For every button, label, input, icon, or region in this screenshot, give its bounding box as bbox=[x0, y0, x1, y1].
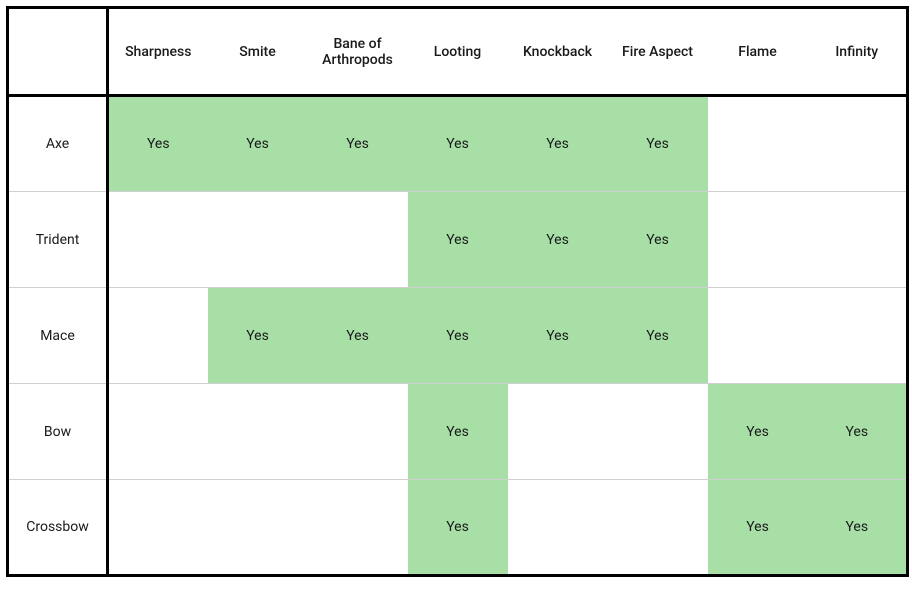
table-cell: Yes bbox=[208, 288, 308, 384]
table-cell: Yes bbox=[808, 480, 908, 576]
table-cell bbox=[808, 288, 908, 384]
table-cell bbox=[208, 384, 308, 480]
table-cell bbox=[708, 192, 808, 288]
row-header: Mace bbox=[8, 288, 108, 384]
table-cell bbox=[508, 384, 608, 480]
table-cell: Yes bbox=[608, 96, 708, 192]
table-row: TridentYesYesYes bbox=[8, 192, 908, 288]
table-cell bbox=[808, 96, 908, 192]
table-cell: Yes bbox=[708, 480, 808, 576]
table-cell: Yes bbox=[508, 192, 608, 288]
table-cell bbox=[308, 384, 408, 480]
table-cell bbox=[808, 192, 908, 288]
table-cell: Yes bbox=[308, 288, 408, 384]
column-header: Bane of Arthropods bbox=[308, 8, 408, 96]
table-cell: Yes bbox=[608, 192, 708, 288]
column-header: Sharpness bbox=[108, 8, 208, 96]
table-cell: Yes bbox=[408, 96, 508, 192]
row-header: Trident bbox=[8, 192, 108, 288]
table-row: AxeYesYesYesYesYesYes bbox=[8, 96, 908, 192]
compatibility-table: SharpnessSmiteBane of ArthropodsLootingK… bbox=[6, 6, 909, 577]
table-cell bbox=[508, 480, 608, 576]
column-header: Smite bbox=[208, 8, 308, 96]
row-header: Bow bbox=[8, 384, 108, 480]
table-corner-cell bbox=[8, 8, 108, 96]
table-header-row: SharpnessSmiteBane of ArthropodsLootingK… bbox=[8, 8, 908, 96]
table-cell: Yes bbox=[308, 96, 408, 192]
table-cell bbox=[608, 384, 708, 480]
table-cell bbox=[308, 480, 408, 576]
column-header: Flame bbox=[708, 8, 808, 96]
table-cell bbox=[208, 192, 308, 288]
row-header: Crossbow bbox=[8, 480, 108, 576]
table-cell: Yes bbox=[508, 96, 608, 192]
table-cell bbox=[108, 384, 208, 480]
table-cell bbox=[708, 96, 808, 192]
table-row: MaceYesYesYesYesYes bbox=[8, 288, 908, 384]
table-cell: Yes bbox=[408, 480, 508, 576]
column-header: Infinity bbox=[808, 8, 908, 96]
column-header: Looting bbox=[408, 8, 508, 96]
row-header: Axe bbox=[8, 96, 108, 192]
table-cell: Yes bbox=[408, 192, 508, 288]
table-row: CrossbowYesYesYes bbox=[8, 480, 908, 576]
column-header: Fire Aspect bbox=[608, 8, 708, 96]
column-header: Knockback bbox=[508, 8, 608, 96]
table-cell: Yes bbox=[608, 288, 708, 384]
table-cell: Yes bbox=[508, 288, 608, 384]
table-cell: Yes bbox=[708, 384, 808, 480]
table-cell: Yes bbox=[208, 96, 308, 192]
table-cell bbox=[208, 480, 308, 576]
table-cell: Yes bbox=[408, 384, 508, 480]
table-cell bbox=[108, 480, 208, 576]
table-cell: Yes bbox=[808, 384, 908, 480]
table-row: BowYesYesYes bbox=[8, 384, 908, 480]
table-cell: Yes bbox=[408, 288, 508, 384]
table-cell bbox=[308, 192, 408, 288]
table-cell bbox=[608, 480, 708, 576]
table-cell bbox=[708, 288, 808, 384]
table-cell bbox=[108, 192, 208, 288]
table-cell: Yes bbox=[108, 96, 208, 192]
table-cell bbox=[108, 288, 208, 384]
